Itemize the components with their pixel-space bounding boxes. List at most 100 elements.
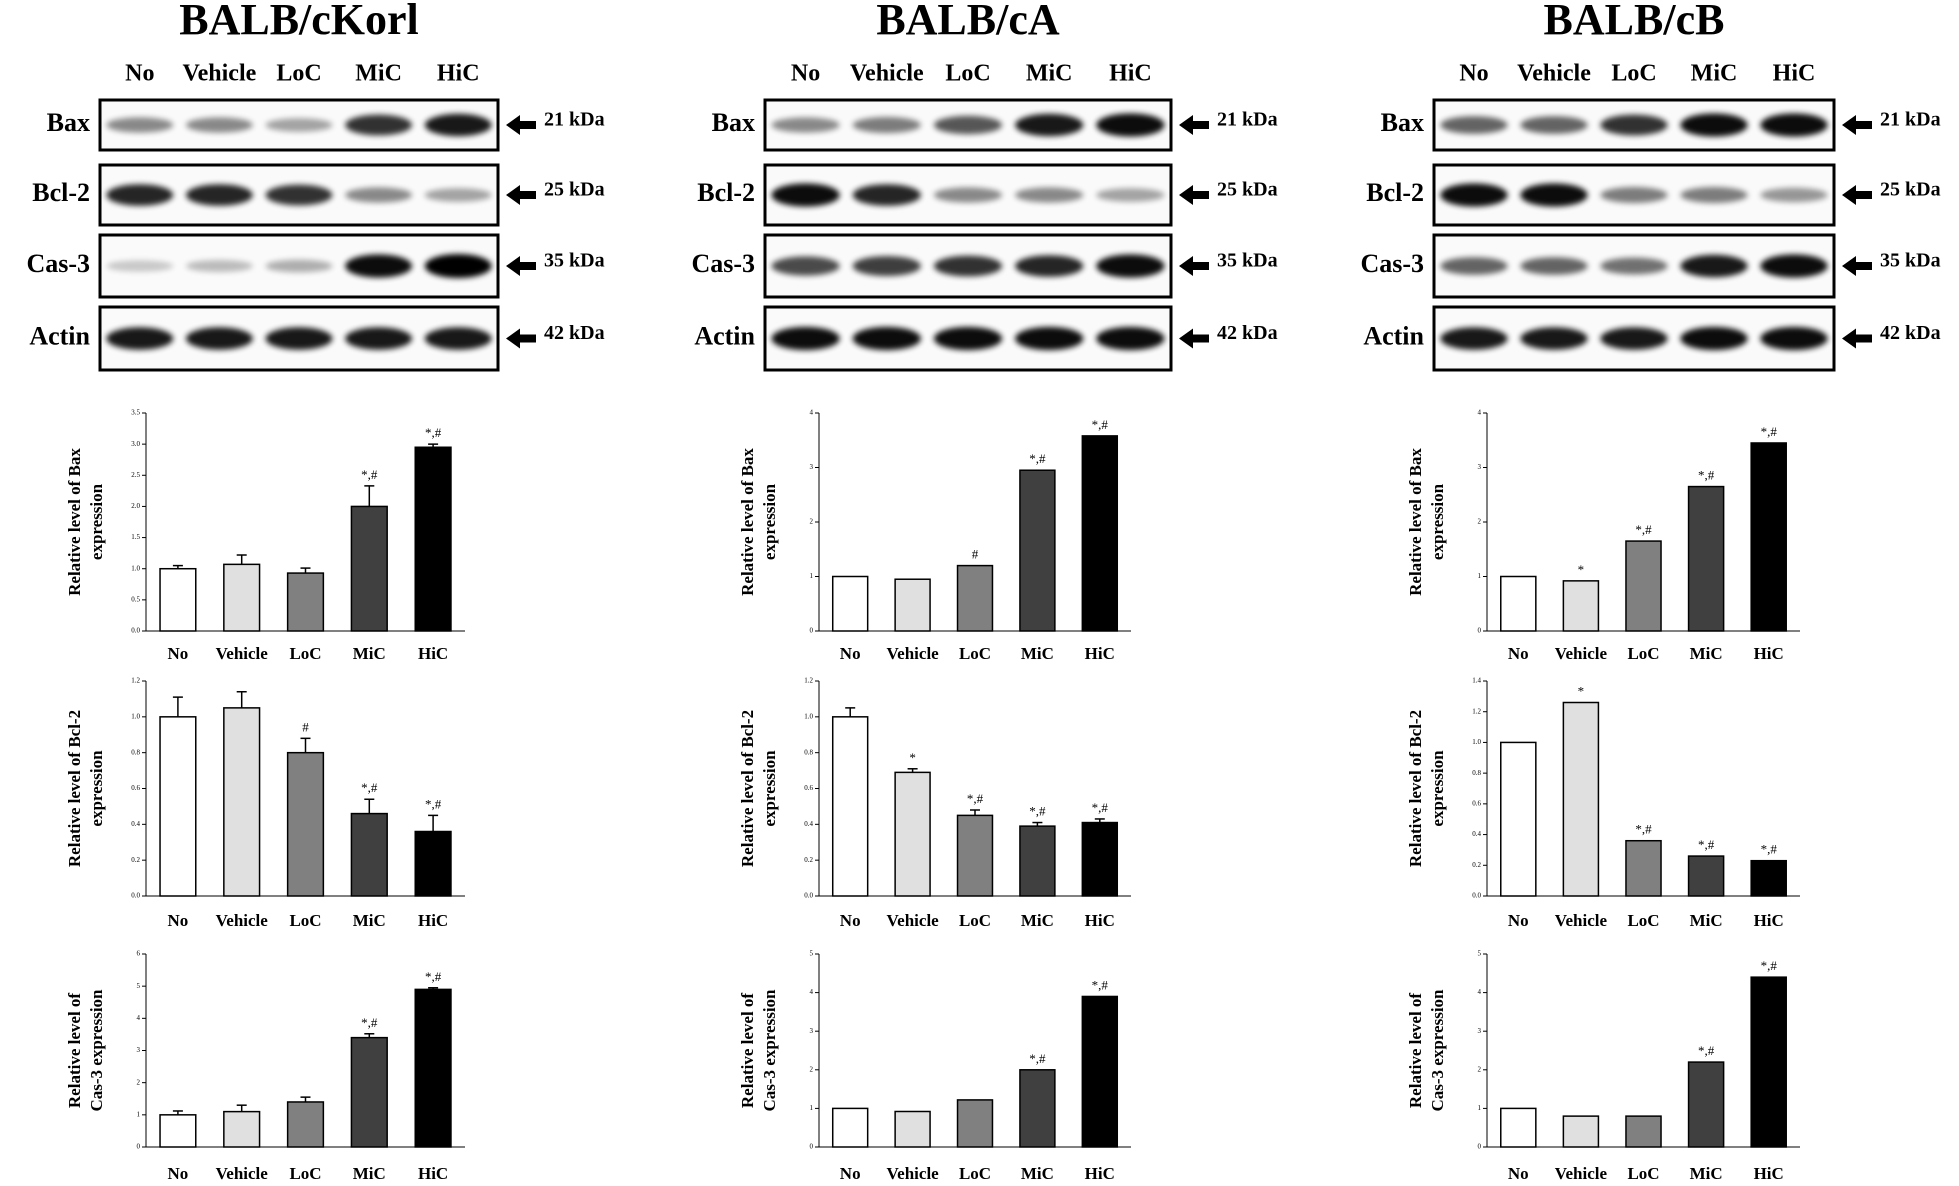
y-axis-label-line: Cas-3 expression xyxy=(1428,989,1447,1112)
blot-band xyxy=(1680,113,1748,137)
bar xyxy=(1500,575,1537,632)
blot-band xyxy=(1520,116,1588,134)
bar xyxy=(1625,540,1662,632)
blot-band xyxy=(1680,187,1748,203)
bar xyxy=(1081,821,1119,897)
significance-label: *,# xyxy=(1761,842,1778,857)
x-tick-label: HiC xyxy=(1754,911,1784,930)
y-axis-label-line: expression xyxy=(760,750,779,827)
blot-band xyxy=(933,255,1003,277)
y-axis-label-line: Cas-3 expression xyxy=(760,989,779,1112)
blot-band xyxy=(1440,116,1508,134)
y-tick-label: 3 xyxy=(1478,463,1482,471)
blot-label: Actin xyxy=(694,321,755,350)
blot-band xyxy=(265,184,333,206)
y-tick-label: 0.0 xyxy=(131,892,140,900)
y-tick-label: 3 xyxy=(810,1027,814,1035)
bar xyxy=(1562,701,1600,897)
significance-label: *,# xyxy=(967,791,984,806)
y-axis-label: Relative level of Bax expression xyxy=(738,448,779,596)
y-axis-label-line: Relative level of xyxy=(1406,993,1425,1109)
x-tick-label: Vehicle xyxy=(1555,911,1608,930)
kda-label: 35 kDa xyxy=(1217,250,1278,272)
blot-band xyxy=(1015,326,1084,351)
bar xyxy=(894,578,931,632)
blot-band xyxy=(1096,113,1165,137)
significance-label: # xyxy=(302,719,309,734)
bar xyxy=(956,1099,994,1148)
y-tick-label: 2 xyxy=(1478,1065,1482,1073)
lane-label: Vehicle xyxy=(1517,61,1591,87)
kda-label: 21 kDa xyxy=(1217,109,1278,131)
kda-label: 42 kDa xyxy=(544,322,605,344)
y-axis-label-line: expression xyxy=(1428,750,1447,827)
blot-band xyxy=(933,187,1003,203)
y-tick-label: 2 xyxy=(810,518,814,526)
arrow xyxy=(1842,256,1872,276)
bar xyxy=(159,567,197,632)
bar xyxy=(223,1110,261,1148)
y-tick-label: 0.2 xyxy=(131,856,140,864)
y-tick-label: 1.2 xyxy=(804,677,813,685)
bar xyxy=(286,1101,325,1148)
bar xyxy=(414,830,452,897)
blot-band xyxy=(1600,327,1668,350)
y-tick-label: 6 xyxy=(137,950,141,958)
lane-label: LoC xyxy=(276,61,321,87)
bar xyxy=(414,446,452,632)
bar xyxy=(350,505,388,632)
blot-band xyxy=(265,259,333,273)
blot-band xyxy=(771,256,840,276)
x-tick-label: LoC xyxy=(959,1164,991,1183)
blot-label: Bax xyxy=(47,108,90,137)
y-tick-label: 3 xyxy=(1478,1027,1482,1035)
kda-label: 21 kDa xyxy=(544,109,605,131)
y-tick-label: 4 xyxy=(810,409,814,417)
x-tick-label: LoC xyxy=(959,644,991,663)
lane-label: LoC xyxy=(945,61,990,87)
arrow xyxy=(1842,328,1872,349)
y-tick-label: 1.2 xyxy=(131,677,140,685)
y-tick-label: 4 xyxy=(137,1014,141,1022)
y-tick-label: 0 xyxy=(810,1143,814,1151)
blot-band xyxy=(933,115,1003,135)
blot-band xyxy=(1680,326,1748,351)
y-axis-label: Relative level of Bax expression xyxy=(65,448,106,596)
kda-label: 25 kDa xyxy=(1217,179,1278,201)
blot-band xyxy=(1680,254,1748,278)
y-tick-label: 0.4 xyxy=(131,820,140,828)
y-axis-label-line: expression xyxy=(1428,483,1447,560)
lane-label: HiC xyxy=(437,61,480,87)
x-tick-label: MiC xyxy=(353,1164,386,1183)
y-tick-label: 3 xyxy=(810,463,814,471)
arrow xyxy=(506,185,536,205)
x-tick-label: MiC xyxy=(1021,1164,1054,1183)
significance-label: *,# xyxy=(425,969,442,984)
significance-label: *,# xyxy=(361,1015,378,1030)
blot-band xyxy=(1520,183,1588,207)
kda-label: 35 kDa xyxy=(544,250,605,272)
blot-band xyxy=(1760,326,1828,351)
lane-label: MiC xyxy=(1691,61,1738,87)
y-tick-label: 1.0 xyxy=(131,564,140,572)
y-tick-label: 4 xyxy=(1478,409,1482,417)
y-tick-label: 2 xyxy=(810,1065,814,1073)
y-tick-label: 5 xyxy=(810,950,814,958)
blot-band xyxy=(424,327,492,350)
x-tick-label: HiC xyxy=(418,644,448,663)
y-tick-label: 0 xyxy=(1478,627,1482,635)
x-tick-label: LoC xyxy=(289,644,321,663)
x-tick-label: MiC xyxy=(353,644,386,663)
y-axis-label-line: Relative level of Bax xyxy=(1406,448,1425,596)
blot-band xyxy=(1760,187,1828,203)
y-tick-label: 2 xyxy=(1478,518,1482,526)
bar xyxy=(831,575,869,632)
bar xyxy=(1625,1115,1662,1148)
blot-band xyxy=(1520,257,1588,275)
bar xyxy=(223,563,261,632)
bar xyxy=(1687,485,1725,632)
kda-label: 35 kDa xyxy=(1880,250,1941,272)
blot-band xyxy=(771,326,840,351)
blot-band xyxy=(265,118,333,132)
blot-band xyxy=(852,326,921,351)
